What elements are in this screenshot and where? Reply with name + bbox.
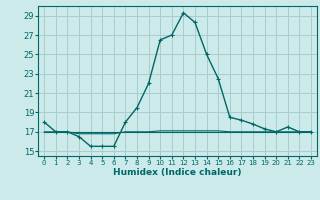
X-axis label: Humidex (Indice chaleur): Humidex (Indice chaleur) (113, 168, 242, 177)
